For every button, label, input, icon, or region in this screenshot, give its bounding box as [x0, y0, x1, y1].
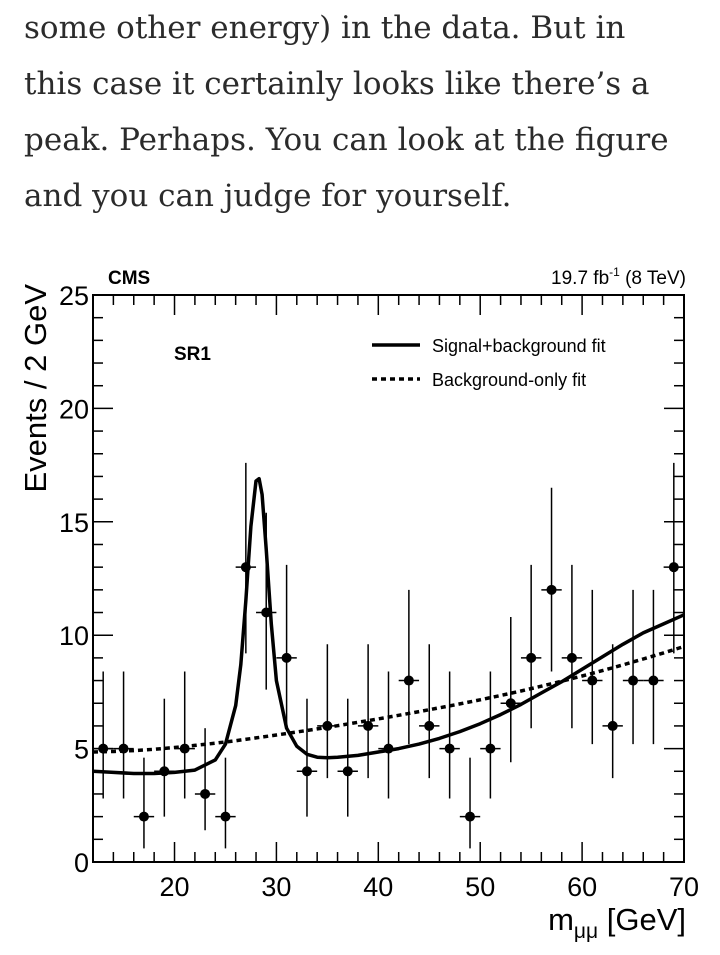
region-label: SR1 [174, 344, 211, 365]
x-tick-label: 50 [465, 872, 495, 902]
data-point [383, 743, 394, 754]
data-point [179, 743, 190, 754]
legend-label-background-only: Background-only fit [432, 370, 586, 390]
data-point [587, 675, 598, 686]
data-point [628, 675, 639, 686]
x-tick-label: 20 [159, 872, 189, 902]
legend-label-signal-background: Signal+background fit [432, 336, 606, 356]
x-tick-label: 30 [261, 872, 291, 902]
data-point [138, 811, 149, 822]
plot-frame [92, 294, 685, 863]
y-tick-label: 15 [59, 508, 89, 538]
article-line: this case it certainly looks like there’… [24, 66, 650, 102]
data-point [566, 652, 577, 663]
article-line: some other energy) in the data. But in [24, 10, 626, 46]
data-point [261, 607, 272, 618]
y-axis-label: Events / 2 GeV [18, 284, 53, 493]
data-point [526, 652, 537, 663]
data-point [607, 720, 618, 731]
data-point [220, 811, 231, 822]
data-point [301, 766, 312, 777]
data-point [98, 743, 109, 754]
data-point [668, 562, 679, 573]
data-point [403, 675, 414, 686]
x-tick-label: 60 [567, 872, 597, 902]
data-point [648, 675, 659, 686]
article-line: and you can judge for yourself. [24, 178, 512, 214]
data-point [546, 584, 557, 595]
y-tick-label: 20 [59, 394, 89, 424]
data-point [424, 720, 435, 731]
data-point [200, 788, 211, 799]
data-point [322, 720, 333, 731]
y-tick-label: 5 [74, 735, 89, 765]
data-point [240, 562, 251, 573]
data-point [444, 743, 455, 754]
article-text: some other energy) in the data. But in t… [24, 0, 704, 224]
x-axis-label: mμμ [GeV] [548, 902, 686, 943]
cms-mass-spectrum-plot: 20 30 40 50 60 70 0 5 10 15 20 25 CMS 19.7 fb-1 (8 … [18, 265, 699, 943]
data-point [281, 652, 292, 663]
data-point [465, 811, 476, 822]
y-tick-label: 10 [59, 621, 89, 651]
luminosity-label: 19.7 fb-1 (8 TeV) [551, 265, 686, 289]
data-point [485, 743, 496, 754]
y-tick-label: 0 [74, 848, 89, 878]
article-line: peak. Perhaps. You can look at the figur… [24, 122, 669, 158]
data-point [118, 743, 129, 754]
data-point [342, 766, 353, 777]
x-tick-label: 40 [363, 872, 393, 902]
data-point [159, 766, 170, 777]
y-tick-label: 25 [59, 281, 89, 311]
data-point [363, 720, 374, 731]
data-point [505, 698, 516, 709]
experiment-label: CMS [108, 268, 150, 289]
x-tick-label: 70 [669, 872, 699, 902]
